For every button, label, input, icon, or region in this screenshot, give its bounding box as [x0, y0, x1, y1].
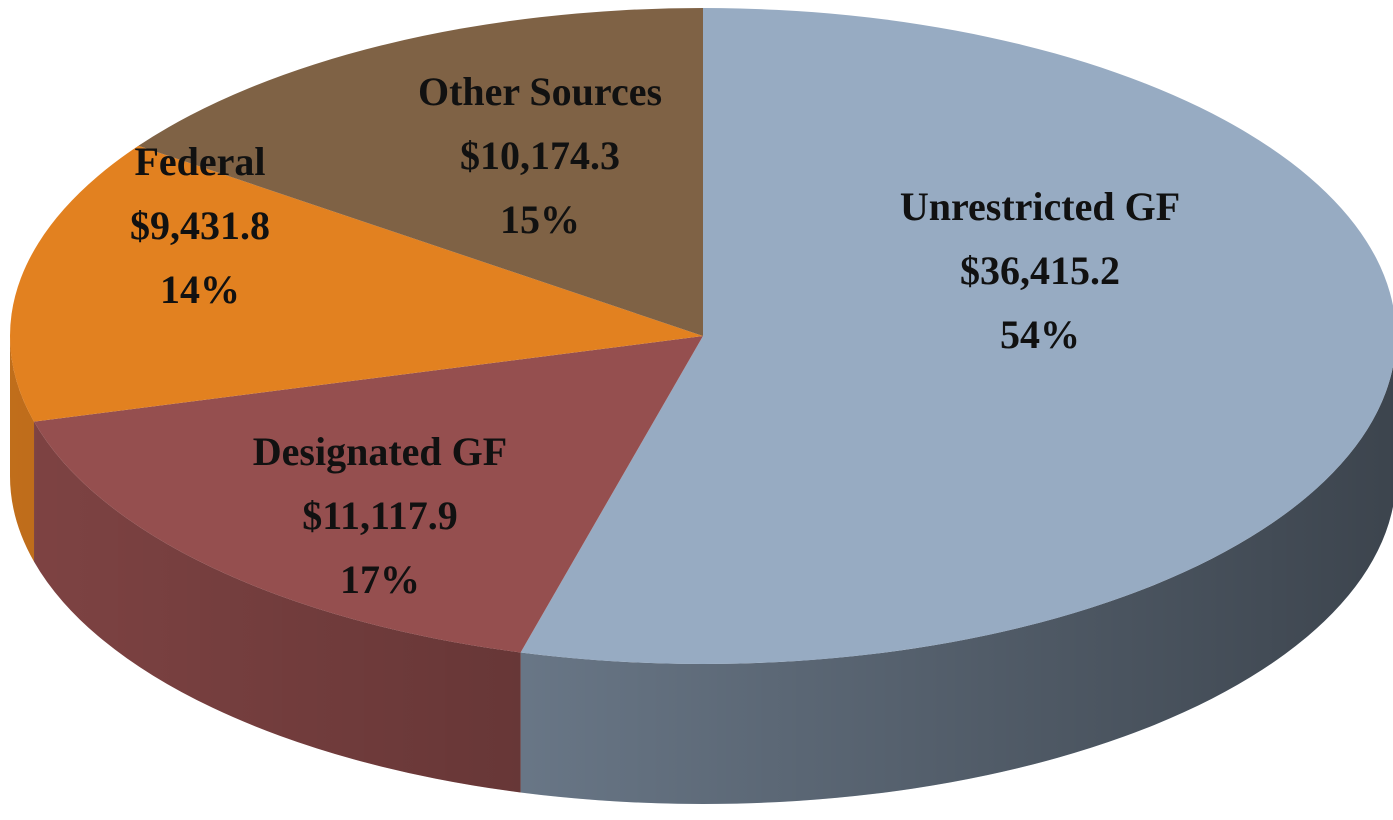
percentage-label: 17%: [340, 557, 420, 602]
slice-side-shade: [520, 366, 1393, 804]
category-label: Other Sources: [417, 69, 663, 114]
percentage-label: 15%: [500, 197, 580, 242]
slice-label: Designated GF $11,117.9 17%: [190, 420, 570, 612]
slice-label: Other Sources $10,174.3 15%: [360, 60, 720, 252]
slice-side-shade: [34, 421, 521, 793]
category-label: Unrestricted GF: [899, 184, 1181, 229]
value-label: $10,174.3: [460, 133, 620, 178]
slice: [9, 145, 703, 422]
slice-side-shade: [10, 336, 35, 562]
slice-label: Federal $9,431.8 14%: [80, 130, 320, 322]
category-label: Federal: [134, 139, 266, 184]
slice-label: Unrestricted GF $36,415.2 54%: [890, 175, 1190, 367]
slice: [34, 336, 703, 653]
slice: [520, 8, 1393, 664]
percentage-label: 54%: [1000, 312, 1080, 357]
value-label: $36,415.2: [960, 248, 1120, 293]
percentage-label: 14%: [160, 267, 240, 312]
slice: [138, 8, 703, 336]
value-label: $9,431.8: [130, 203, 270, 248]
category-label: Designated GF: [252, 429, 508, 474]
value-label: $11,117.9: [302, 493, 458, 538]
